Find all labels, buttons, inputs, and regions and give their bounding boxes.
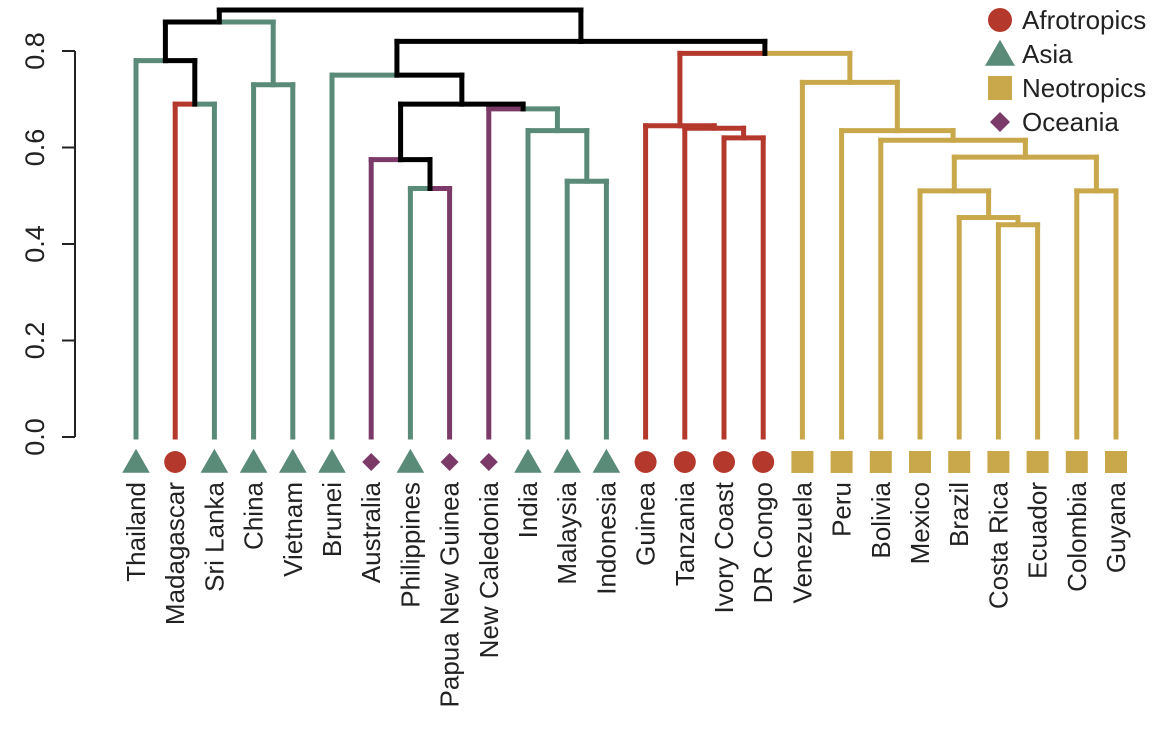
leaf-label-philippines: Philippines: [395, 482, 425, 608]
leaf-label-venezuela: Venezuela: [787, 481, 817, 603]
leaf-label-thailand: Thailand: [121, 482, 151, 582]
leaf-marker-ecuador: [1026, 451, 1049, 473]
leaf-marker-costa-rica: [987, 451, 1010, 473]
leaf-marker-mexico: [909, 451, 931, 473]
leaf-label-dr-congo: DR Congo: [748, 482, 778, 603]
leaf-marker-guinea: [634, 451, 657, 473]
leaf-label-madagascar: Madagascar: [160, 482, 190, 625]
legend-marker-afrotropics: [988, 8, 1012, 32]
leaf-marker-brunei: [318, 448, 346, 473]
leaf-marker-guyana: [1105, 451, 1127, 473]
y-tick-label: 0.2: [20, 322, 50, 360]
leaf-marker-sri-lanka: [200, 448, 229, 473]
leaf-marker-brazil: [948, 451, 971, 473]
leaf-marker-australia: [362, 453, 381, 471]
leaf-marker-colombia: [1065, 451, 1088, 473]
leaf-label-sri-lanka: Sri Lanka: [199, 481, 229, 591]
leaf-marker-dr-congo: [752, 451, 775, 473]
legend-label-asia: Asia: [1022, 39, 1073, 69]
leaf-label-vietnam: Vietnam: [278, 482, 308, 577]
leaf-label-australia: Australia: [356, 481, 386, 583]
y-tick-label: 0.8: [20, 32, 50, 70]
leaf-label-colombia: Colombia: [1062, 481, 1092, 591]
legend-marker-neotropics: [988, 76, 1012, 100]
leaf-label-peru: Peru: [827, 482, 857, 537]
leaf-marker-venezuela: [791, 451, 814, 473]
leaf-marker-china: [239, 448, 268, 473]
leaf-marker-peru: [830, 451, 853, 473]
leaf-markers: [122, 448, 1127, 473]
leaf-label-guinea: Guinea: [631, 481, 661, 565]
leaf-marker-indonesia: [592, 448, 621, 473]
leaf-label-bolivia: Bolivia: [866, 481, 896, 558]
legend-label-neotropics: Neotropics: [1022, 73, 1146, 103]
leaf-marker-ivory-coast: [713, 451, 735, 473]
leaf-label-ecuador: Ecuador: [1023, 482, 1053, 579]
leaf-label-new-caledonia: New Caledonia: [474, 481, 504, 658]
legend-marker-oceania: [990, 112, 1010, 132]
leaf-label-malaysia: Malaysia: [552, 481, 582, 584]
dendrogram-branches: [133, 7, 1119, 440]
y-axis: 0.0 0.2 0.4 0.6 0.8: [20, 32, 76, 456]
leaf-label-ivory-coast: Ivory Coast: [709, 481, 739, 613]
leaf-label-indonesia: Indonesia: [591, 481, 621, 594]
leaf-marker-philippines: [396, 448, 425, 473]
leaf-label-india: India: [513, 481, 543, 538]
leaf-labels: Thailand Madagascar Sri Lanka China Vietnam B…: [121, 481, 1131, 707]
leaf-marker-india: [514, 448, 542, 473]
legend-label-afrotropics: Afrotropics: [1022, 5, 1146, 35]
y-tick-label: 0.0: [20, 418, 50, 456]
leaf-label-mexico: Mexico: [905, 482, 935, 564]
leaf-marker-thailand: [122, 448, 150, 473]
legend-marker-asia: [985, 39, 1015, 66]
leaf-marker-new-caledonia: [479, 453, 498, 471]
leaf-label-tanzania: Tanzania: [670, 481, 700, 586]
leaf-marker-malaysia: [553, 448, 581, 473]
leaf-marker-tanzania: [673, 451, 696, 473]
leaf-marker-papua-new-guinea: [440, 453, 459, 471]
y-tick-label: 0.6: [20, 129, 50, 167]
leaf-label-guyana: Guyana: [1101, 481, 1131, 573]
leaf-marker-madagascar: [164, 451, 187, 473]
leaf-label-brunei: Brunei: [317, 482, 347, 557]
leaf-label-costa-rica: Costa Rica: [983, 481, 1013, 609]
legend-label-oceania: Oceania: [1022, 107, 1119, 137]
leaf-label-brazil: Brazil: [944, 482, 974, 547]
legend: Afrotropics Asia Neotropics Oceania: [985, 5, 1146, 137]
leaf-label-papua-new-guinea: Papua New Guinea: [435, 481, 465, 707]
leaf-marker-bolivia: [869, 451, 892, 473]
y-tick-label: 0.4: [20, 225, 50, 263]
leaf-marker-vietnam: [279, 448, 307, 473]
leaf-label-china: China: [239, 481, 269, 549]
